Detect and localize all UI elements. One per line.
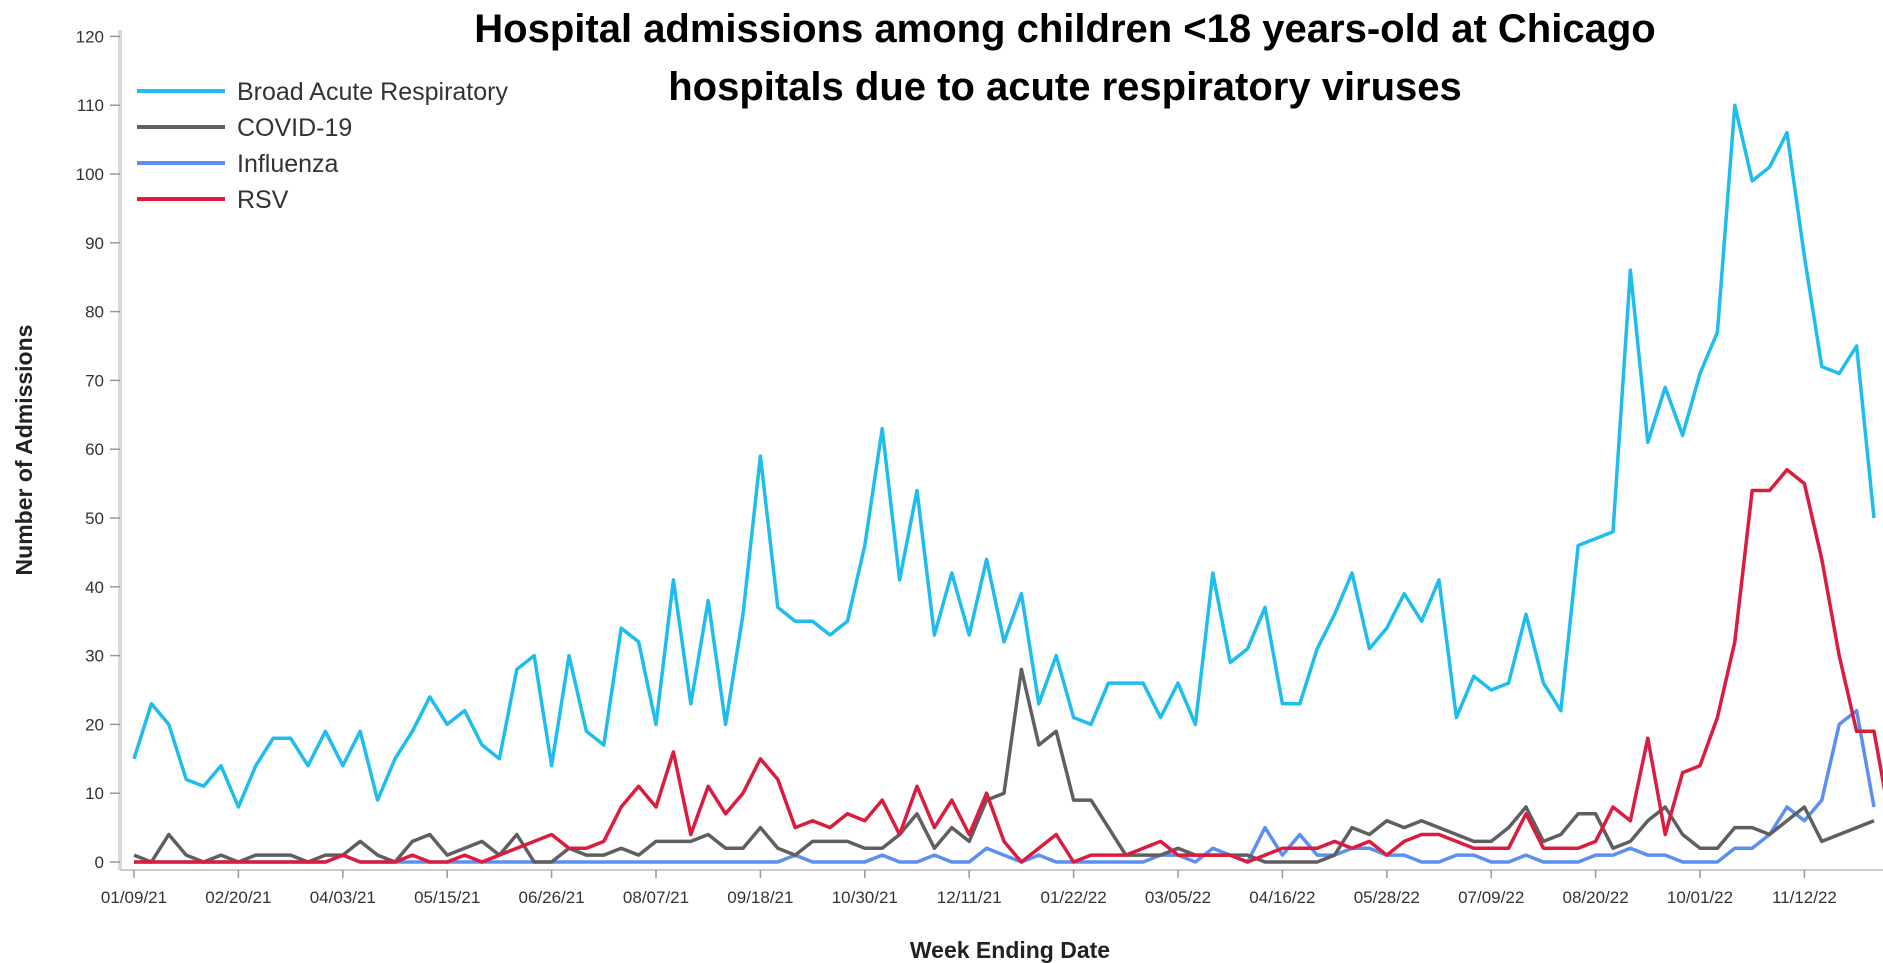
x-tick-label: 08/20/22 [1563,888,1629,907]
y-tick-label: 60 [85,440,104,459]
chart-title-line1: Hospital admissions among children <18 y… [474,7,1655,51]
x-tick-label: 12/11/21 [937,888,1002,907]
y-tick-label: 30 [85,647,104,666]
x-ticks: 01/09/21 02/20/21 04/03/21 05/15/21 06/26/21… [101,870,1837,907]
chart-title-line2: hospitals due to acute respiratory virus… [668,65,1462,109]
legend-item-covid: COVID-19 [137,114,352,142]
legend-label-influenza: Influenza [237,150,339,178]
x-tick-label: 01/22/22 [1041,888,1107,907]
y-tick-label: 80 [85,303,104,322]
x-tick-label: 11/12/22 [1772,888,1837,907]
y-ticks: 0 10 20 30 40 50 60 70 80 90 100 110 120 [76,27,120,872]
x-tick-label: 07/09/22 [1458,888,1524,907]
legend-label-rsv: RSV [237,186,289,214]
x-tick-label: 08/07/21 [623,888,689,907]
x-tick-label: 10/01/22 [1667,888,1733,907]
x-tick-label: 04/16/22 [1249,888,1315,907]
series-line-rsv [134,468,1883,864]
y-tick-label: 10 [85,784,104,803]
legend-item-broad-acute: Broad Acute Respiratory [137,78,508,106]
x-tick-label: 09/18/21 [727,888,793,907]
y-axis-title: Number of Admissions [11,325,37,576]
x-tick-label: 02/20/21 [205,888,271,907]
y-tick-label: 0 [95,853,104,872]
x-tick-label: 03/05/22 [1145,888,1211,907]
legend-item-influenza: Influenza [137,150,339,178]
x-axis-title: Week Ending Date [910,937,1110,963]
series-line-influenza [134,708,1876,864]
series-line-broad-acute-respiratory [132,103,1876,809]
y-tick-label: 70 [85,371,104,390]
x-tick-label: 10/30/21 [832,888,898,907]
y-tick-label: 120 [76,27,104,46]
series-line-covid-19 [133,667,1875,864]
y-tick-label: 110 [77,96,104,115]
x-tick-label: 05/15/21 [414,888,480,907]
legend: Broad Acute Respiratory COVID-19 Influen… [137,78,508,214]
x-tick-label: 04/03/21 [310,888,376,907]
x-tick-label: 01/09/21 [101,888,167,907]
axes [118,30,1883,871]
x-tick-label: 06/26/21 [519,888,585,907]
y-tick-label: 90 [85,234,104,253]
x-tick-label: 05/28/22 [1354,888,1420,907]
legend-label-broad-acute: Broad Acute Respiratory [237,78,508,106]
y-tick-label: 50 [85,509,104,528]
y-tick-label: 100 [76,165,104,184]
legend-label-covid: COVID-19 [237,114,352,142]
legend-item-rsv: RSV [137,186,289,214]
y-tick-label: 20 [85,715,104,734]
series-lines [132,103,1883,864]
y-tick-label: 40 [85,578,104,597]
